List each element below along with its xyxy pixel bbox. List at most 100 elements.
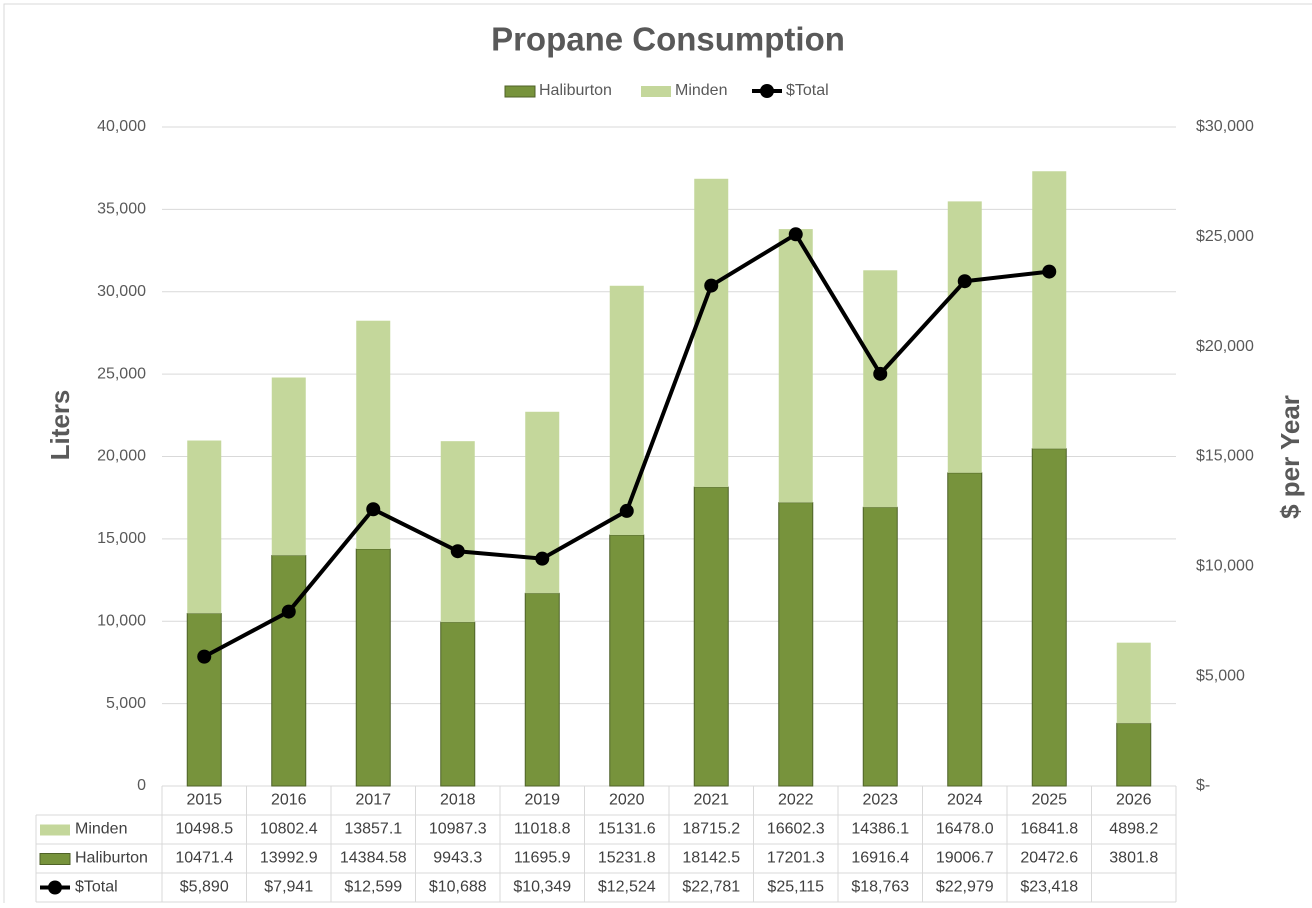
legend-key: [48, 880, 62, 895]
bar: [693, 486, 729, 787]
marker: [788, 227, 803, 242]
y-tick-label: 20,000: [97, 448, 146, 465]
x-tick-label: 2020: [609, 792, 645, 809]
table-cell: 20472.6: [1020, 850, 1078, 867]
x-tick-label: 2024: [947, 792, 983, 809]
bar: [778, 229, 813, 503]
table-cell: 18142.5: [682, 850, 740, 867]
y-tick-label: 40,000: [97, 118, 146, 135]
table-row-label: $Total: [75, 879, 118, 896]
marker: [1042, 264, 1057, 279]
y2-tick-label: $30,000: [1196, 118, 1254, 135]
x-tick-label: 2023: [862, 792, 898, 809]
table-cell: 13992.9: [260, 850, 318, 867]
table-cell: 16602.3: [767, 821, 825, 838]
y2-tick-label: $-: [1196, 777, 1210, 794]
table-cell: 11695.9: [514, 850, 571, 867]
bar: [271, 377, 306, 556]
table-cell: 10498.5: [175, 821, 233, 838]
legend-key: [641, 86, 671, 97]
bar: [1116, 722, 1152, 787]
legend-label: Haliburton: [539, 82, 612, 99]
y-tick-label: 5,000: [106, 695, 146, 712]
marker: [535, 551, 550, 566]
bar: [1031, 448, 1067, 787]
x-tick-label: 2025: [1031, 792, 1067, 809]
bar: [1116, 642, 1151, 724]
table-cell: 10471.4: [175, 850, 233, 867]
bar: [694, 178, 729, 488]
bar: [947, 201, 982, 473]
bar: [609, 534, 645, 787]
table-cell: $10,349: [513, 879, 571, 896]
x-tick-label: 2019: [524, 792, 560, 809]
y-tick-label: 0: [137, 777, 146, 794]
table-cell: 15131.6: [598, 821, 656, 838]
bar: [1032, 171, 1067, 449]
table-cell: 15231.8: [598, 850, 656, 867]
table-cell: $22,781: [682, 879, 740, 896]
marker: [197, 649, 212, 664]
bar: [609, 285, 644, 536]
bar: [525, 411, 560, 594]
bar: [355, 548, 391, 787]
table-cell: 9943.3: [433, 850, 482, 867]
marker: [957, 274, 972, 289]
table-cell: 16841.8: [1020, 821, 1078, 838]
legend-key: [39, 853, 71, 865]
chart-title: Propane Consumption: [491, 21, 845, 58]
x-tick-label: 2022: [778, 792, 814, 809]
table-cell: $7,941: [264, 879, 313, 896]
table-cell: 13857.1: [344, 821, 402, 838]
table-cell: 3801.8: [1109, 850, 1158, 867]
table-cell: $25,115: [767, 879, 824, 896]
y2-axis-label: $ per Year: [1275, 395, 1305, 519]
table-cell: $12,599: [344, 879, 402, 896]
x-tick-label: 2016: [271, 792, 307, 809]
y-tick-label: 15,000: [97, 530, 146, 547]
bar: [187, 440, 222, 614]
x-tick-label: 2018: [440, 792, 476, 809]
y-tick-label: 30,000: [97, 283, 146, 300]
table-cell: 18715.2: [682, 821, 740, 838]
y-tick-label: 10,000: [97, 612, 146, 629]
table-cell: $5,890: [180, 879, 229, 896]
y-tick-label: 35,000: [97, 201, 146, 218]
table-cell: $23,418: [1020, 879, 1078, 896]
bar: [863, 270, 898, 508]
bar: [440, 621, 476, 787]
bar: [947, 472, 983, 787]
bar: [271, 554, 307, 787]
marker: [704, 278, 719, 293]
marker: [619, 503, 634, 518]
table-cell: 4898.2: [1109, 821, 1158, 838]
table-cell: 19006.7: [936, 850, 994, 867]
table-cell: 11018.8: [514, 821, 571, 838]
table-cell: $12,524: [598, 879, 656, 896]
y2-tick-label: $15,000: [1196, 448, 1254, 465]
table-cell: 17201.3: [767, 850, 825, 867]
marker: [366, 502, 381, 517]
table-row-label: Haliburton: [75, 850, 148, 867]
bar: [524, 592, 560, 787]
bar: [186, 612, 222, 787]
bar: [440, 441, 475, 623]
y-tick-label: 25,000: [97, 365, 146, 382]
bar: [862, 506, 898, 787]
legend-label: $Total: [786, 82, 829, 99]
marker: [281, 604, 296, 619]
table-cell: $22,979: [936, 879, 994, 896]
x-tick-label: 2015: [186, 792, 222, 809]
legend-key: [504, 85, 536, 98]
y2-tick-label: $25,000: [1196, 228, 1254, 245]
marker: [873, 366, 888, 381]
table-cell: 16916.4: [851, 850, 909, 867]
data-table: 2015 2016 2017 2018 2019 2020 2021 2022 2023 2024…: [35, 785, 1177, 903]
table-cell: 10802.4: [260, 821, 318, 838]
legend: Haliburton Minden $Total: [504, 82, 829, 99]
x-tick-label: 2026: [1116, 792, 1152, 809]
legend-key: [40, 824, 70, 836]
table-cell: $10,688: [429, 879, 487, 896]
table-row-label: Minden: [75, 821, 127, 838]
